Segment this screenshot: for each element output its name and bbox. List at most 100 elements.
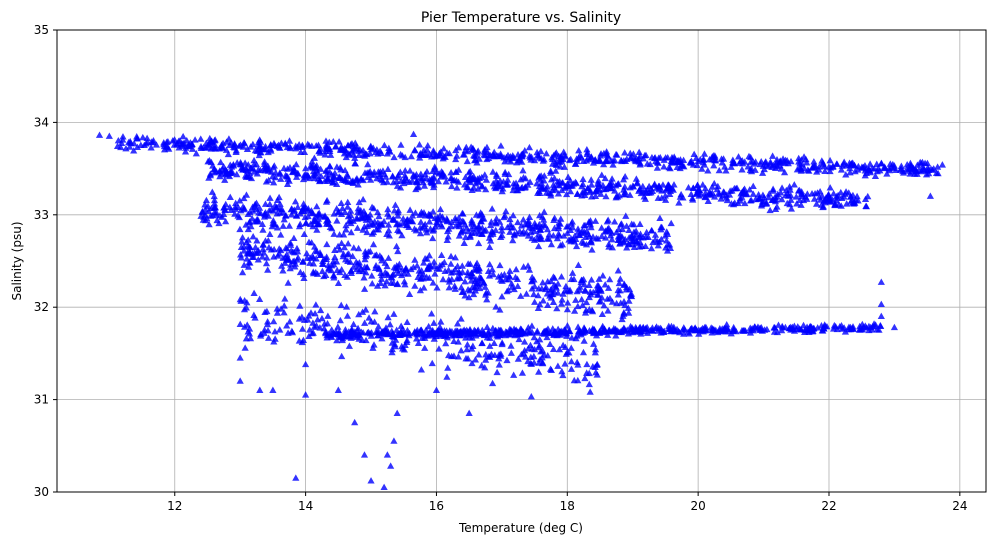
data-point: [484, 267, 493, 275]
data-point: [875, 326, 883, 333]
data-point: [749, 182, 757, 190]
data-point: [641, 242, 650, 249]
data-point: [521, 330, 529, 337]
data-point: [329, 179, 337, 186]
data-point: [401, 280, 409, 288]
data-point: [488, 379, 497, 387]
data-point: [846, 169, 854, 176]
data-point: [331, 246, 339, 254]
data-point: [530, 156, 539, 164]
data-point: [119, 133, 127, 140]
data-point: [890, 164, 898, 171]
data-point: [519, 166, 527, 174]
data-point: [604, 307, 612, 314]
data-point: [210, 196, 219, 204]
data-point: [588, 327, 596, 334]
data-point: [340, 330, 349, 337]
data-point: [832, 192, 841, 200]
data-point: [524, 344, 532, 352]
data-point: [483, 155, 491, 163]
data-point: [230, 143, 238, 150]
data-point: [375, 212, 383, 220]
data-point: [890, 323, 899, 331]
data-point: [312, 322, 321, 329]
data-point: [232, 148, 240, 156]
data-point: [498, 187, 506, 195]
data-point: [597, 152, 605, 159]
data-point: [630, 220, 638, 228]
data-point: [568, 269, 577, 276]
data-point: [501, 170, 509, 177]
data-point: [255, 249, 263, 256]
data-point: [643, 329, 652, 336]
data-point: [558, 367, 566, 375]
data-point: [468, 272, 477, 279]
data-point: [926, 192, 934, 199]
data-point: [353, 215, 362, 222]
data-point: [907, 162, 915, 169]
data-point: [535, 154, 543, 161]
data-point: [395, 331, 403, 338]
data-point: [449, 268, 457, 275]
data-point: [347, 228, 355, 236]
data-point: [322, 217, 331, 224]
data-point: [257, 330, 265, 338]
data-point: [345, 151, 354, 158]
data-point: [695, 330, 703, 337]
data-point: [300, 171, 308, 179]
data-point: [793, 200, 801, 207]
data-point: [425, 251, 433, 259]
data-point: [675, 158, 683, 166]
data-point: [507, 349, 515, 356]
data-point: [608, 175, 616, 182]
data-point: [347, 178, 355, 185]
data-point: [336, 163, 344, 171]
data-point: [261, 308, 269, 315]
data-point: [197, 135, 205, 142]
data-point: [490, 148, 498, 156]
data-point: [585, 369, 593, 377]
data-point: [245, 243, 254, 250]
data-point: [842, 171, 850, 178]
data-point: [733, 184, 741, 191]
data-point: [758, 200, 766, 208]
data-point: [671, 327, 680, 335]
data-point: [445, 351, 453, 359]
data-point: [701, 327, 709, 334]
data-point: [250, 156, 258, 164]
data-point: [563, 322, 572, 329]
data-point: [443, 334, 451, 341]
data-point: [497, 233, 505, 241]
data-point: [608, 229, 616, 236]
data-point: [393, 326, 401, 333]
data-point: [594, 282, 603, 289]
data-point: [482, 356, 490, 363]
data-point: [599, 272, 607, 279]
data-point: [370, 171, 378, 178]
data-point: [508, 280, 516, 287]
data-point: [454, 178, 463, 185]
data-point: [209, 162, 217, 169]
data-point: [277, 305, 285, 312]
data-point: [631, 234, 639, 241]
data-point: [493, 172, 501, 180]
data-point: [624, 240, 633, 248]
data-point: [267, 246, 275, 253]
data-point: [519, 173, 528, 181]
data-point: [583, 360, 591, 368]
data-point: [567, 234, 575, 242]
data-point: [458, 227, 466, 234]
data-point: [467, 143, 475, 150]
data-point: [285, 137, 294, 144]
data-point: [245, 258, 253, 266]
data-point: [279, 267, 287, 274]
data-point: [420, 182, 429, 189]
data-point: [416, 229, 425, 237]
data-point: [657, 326, 666, 333]
data-point: [322, 255, 331, 263]
data-point: [575, 231, 583, 238]
data-point: [558, 186, 566, 194]
data-point: [475, 351, 483, 358]
data-point: [566, 226, 575, 234]
data-point: [430, 258, 438, 265]
